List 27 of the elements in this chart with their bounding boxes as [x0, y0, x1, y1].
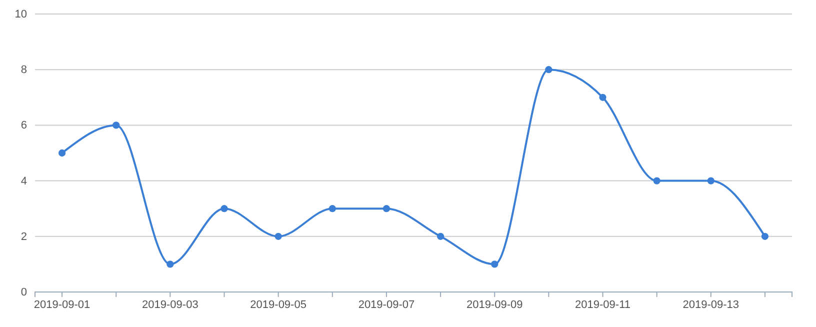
point: [653, 177, 660, 184]
y-tick-label: 10: [14, 8, 27, 21]
point: [58, 149, 66, 157]
x-tick-label: 2019-09-01: [34, 298, 90, 311]
point: [761, 232, 769, 240]
x-tick-label: 2019-09-13: [682, 298, 740, 311]
y-tick-label: 0: [20, 286, 27, 299]
x-tick-label: 2019-09-09: [466, 298, 523, 311]
x-tick-label: 2019-09-03: [142, 298, 198, 311]
point: [491, 260, 498, 268]
x-tick-label: 2019-09-11: [575, 298, 630, 311]
point: [599, 94, 606, 101]
point: [166, 260, 174, 268]
point: [545, 66, 552, 74]
x-tick-label: 2019-09-07: [358, 298, 415, 311]
point: [436, 232, 444, 240]
y-tick-label: 4: [20, 175, 27, 188]
y-tick-label: 2: [20, 230, 27, 243]
x-tick-label: 2019-09-05: [250, 298, 306, 311]
y-tick-label: 8: [20, 64, 27, 76]
y-tick-label: 6: [20, 120, 27, 132]
point: [274, 232, 282, 240]
point: [328, 205, 336, 212]
point: [112, 122, 120, 129]
point: [382, 205, 390, 212]
point: [707, 177, 714, 184]
point: [220, 205, 228, 212]
